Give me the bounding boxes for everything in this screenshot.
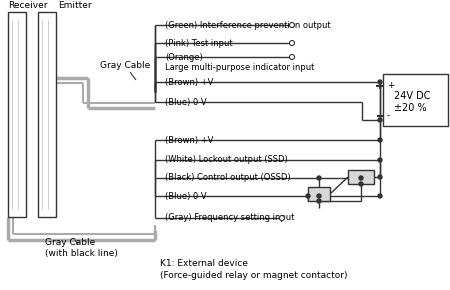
Text: ±20 %: ±20 % <box>394 103 427 113</box>
Bar <box>38 12 56 217</box>
Circle shape <box>289 23 294 28</box>
Text: (Blue) 0 V: (Blue) 0 V <box>165 191 207 200</box>
Text: (Force-guided relay or magnet contactor): (Force-guided relay or magnet contactor) <box>160 271 347 280</box>
Circle shape <box>289 41 294 46</box>
Circle shape <box>359 176 363 180</box>
Circle shape <box>359 182 363 186</box>
Bar <box>348 170 374 184</box>
Circle shape <box>317 194 321 198</box>
Bar <box>383 74 448 126</box>
Text: (Pink) Test input: (Pink) Test input <box>165 39 233 48</box>
Text: Emitter: Emitter <box>58 1 92 10</box>
Text: Gray Cable: Gray Cable <box>100 61 150 70</box>
Text: (White) Lockout output (SSD): (White) Lockout output (SSD) <box>165 155 288 164</box>
Text: (Brown) +V: (Brown) +V <box>165 135 213 144</box>
Text: Receiver: Receiver <box>8 1 48 10</box>
Circle shape <box>317 176 321 180</box>
Text: Gray Cable
(with black line): Gray Cable (with black line) <box>45 238 118 258</box>
Circle shape <box>289 55 294 59</box>
Circle shape <box>378 80 382 84</box>
Circle shape <box>378 158 382 162</box>
Text: (Green) Interference prevention output: (Green) Interference prevention output <box>165 21 331 30</box>
Text: (Gray) Frequency setting input: (Gray) Frequency setting input <box>165 213 294 222</box>
Text: 24V DC: 24V DC <box>394 91 431 101</box>
Circle shape <box>317 199 321 203</box>
Text: K1: External device: K1: External device <box>160 258 248 267</box>
Circle shape <box>306 194 310 198</box>
Circle shape <box>279 215 284 220</box>
Text: (Orange): (Orange) <box>165 52 203 61</box>
Bar <box>308 187 330 201</box>
Text: Large multi-purpose indicator input: Large multi-purpose indicator input <box>165 63 315 72</box>
Text: +: + <box>387 81 395 90</box>
Text: -: - <box>387 111 390 121</box>
Circle shape <box>378 175 382 179</box>
Text: (Blue) 0 V: (Blue) 0 V <box>165 97 207 106</box>
Circle shape <box>378 194 382 198</box>
Text: (Brown) +V: (Brown) +V <box>165 77 213 86</box>
Circle shape <box>378 138 382 142</box>
Text: Load: Load <box>349 172 373 182</box>
Circle shape <box>378 118 382 122</box>
Text: (Black) Control output (OSSD): (Black) Control output (OSSD) <box>165 173 291 182</box>
Text: K1: K1 <box>313 189 325 199</box>
Bar <box>8 12 26 217</box>
